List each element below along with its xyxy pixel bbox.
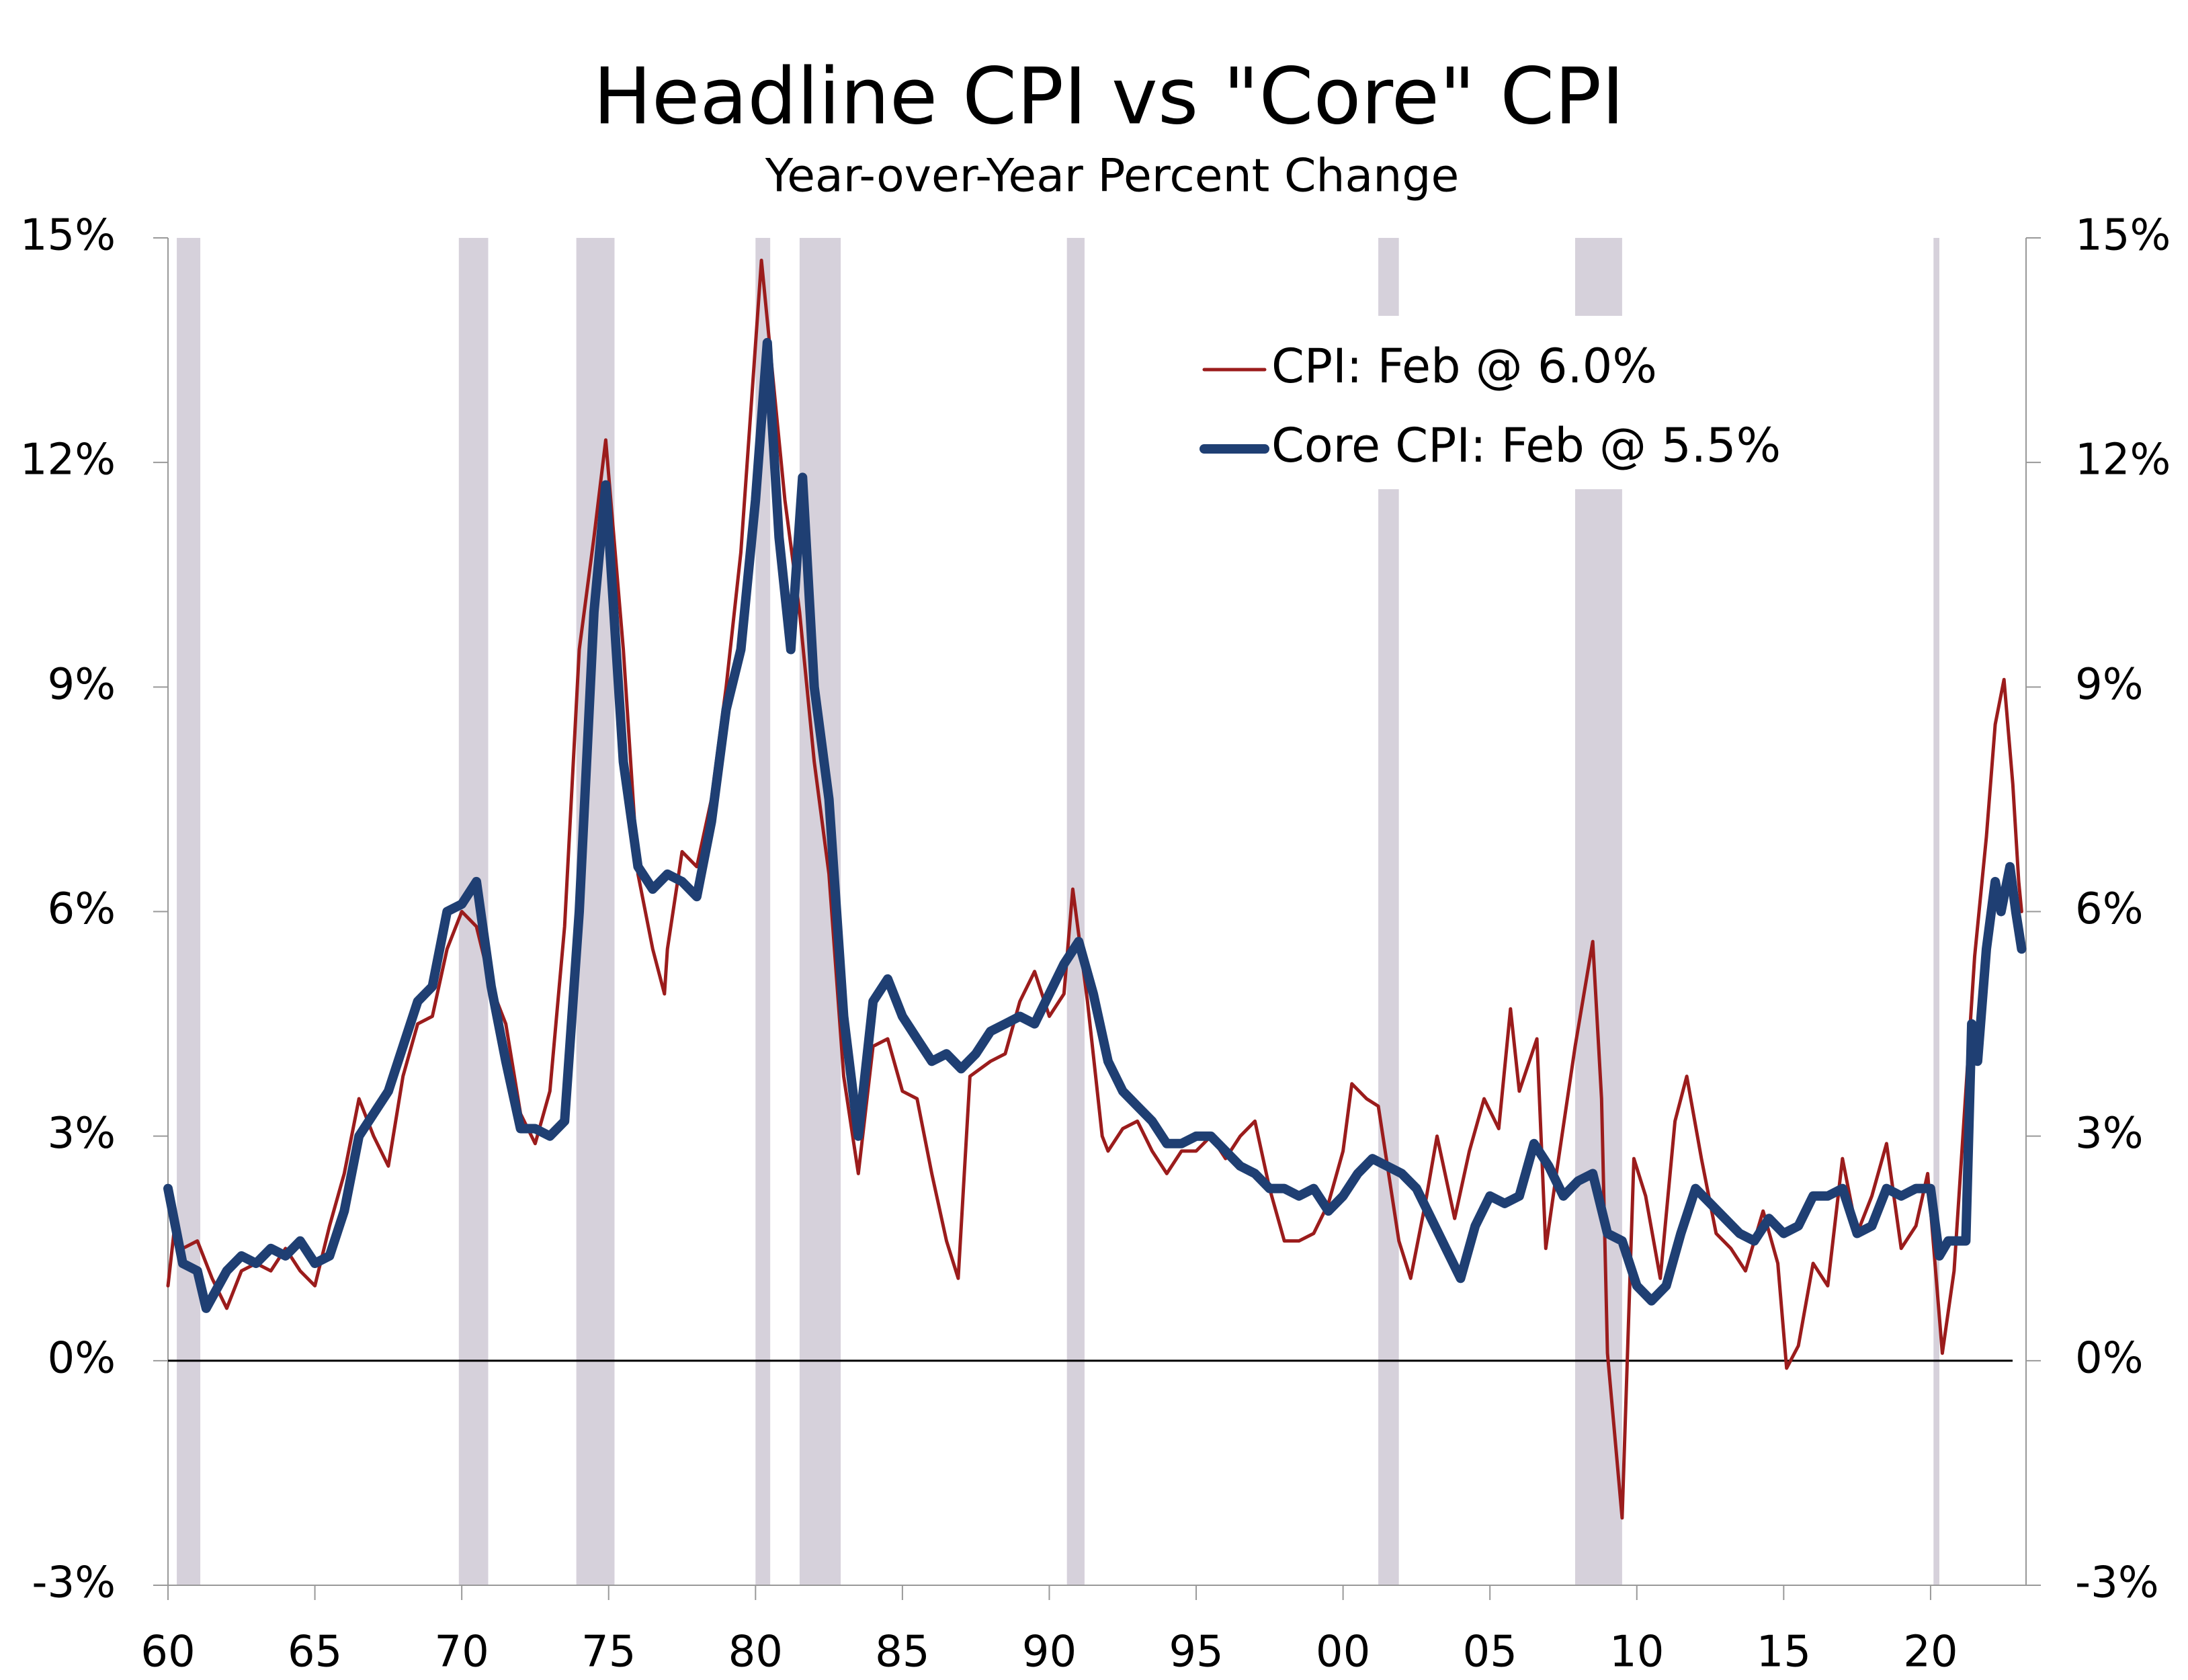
x-tick-label: 85 bbox=[875, 1628, 929, 1677]
x-tick-label: 60 bbox=[140, 1628, 195, 1677]
recession-band bbox=[755, 238, 771, 1585]
legend-label: CPI: Feb @ 6.0% bbox=[1271, 339, 1657, 394]
series-line bbox=[163, 337, 2027, 1313]
x-tick-label: 65 bbox=[288, 1628, 342, 1677]
chart-subtitle: Year-over-Year Percent Change bbox=[765, 150, 1460, 203]
y-tick-label: 15% bbox=[20, 211, 116, 261]
y2-tick-label: 3% bbox=[2075, 1109, 2144, 1159]
legend-background bbox=[1189, 316, 1888, 489]
x-tick-label: 20 bbox=[1903, 1628, 1958, 1677]
y-tick-label: 0% bbox=[47, 1333, 116, 1383]
legend-label: Core CPI: Feb @ 5.5% bbox=[1271, 418, 1781, 473]
y2-tick-label: 9% bbox=[2075, 660, 2144, 710]
recession-band bbox=[1933, 238, 1940, 1585]
recession-band bbox=[177, 238, 201, 1585]
series-layer bbox=[163, 258, 2027, 1520]
y-tick-label: 3% bbox=[47, 1109, 116, 1159]
y2-tick-label: 15% bbox=[2075, 211, 2171, 261]
x-tick-label: 05 bbox=[1462, 1628, 1517, 1677]
chart-title: Headline CPI vs "Core" CPI bbox=[593, 52, 1625, 142]
y2-tick-label: 0% bbox=[2075, 1333, 2144, 1383]
y2-tick-label: 12% bbox=[2075, 435, 2171, 485]
x-tick-label: 10 bbox=[1609, 1628, 1664, 1677]
x-tick-label: 95 bbox=[1169, 1628, 1223, 1677]
axes-layer: -3% 0% 3% 6% 9% 12% 15% -3% 0% 3% 6% 9% 12% 15% 60 65 70… bbox=[20, 211, 2171, 1677]
x-tick-label: 80 bbox=[728, 1628, 783, 1677]
y-tick-label: 6% bbox=[47, 884, 116, 934]
x-tick-label: 90 bbox=[1022, 1628, 1077, 1677]
y2-tick-label: -3% bbox=[2075, 1558, 2159, 1608]
y-tick-label: -3% bbox=[32, 1558, 116, 1608]
legend: CPI: Feb @ 6.0% Core CPI: Feb @ 5.5% bbox=[1200, 339, 1781, 473]
x-tick-label: 15 bbox=[1757, 1628, 1811, 1677]
x-tick-label: 75 bbox=[581, 1628, 636, 1677]
y-tick-label: 9% bbox=[47, 660, 116, 710]
x-tick-label: 70 bbox=[434, 1628, 489, 1677]
y2-tick-label: 6% bbox=[2075, 884, 2144, 934]
y-tick-label: 12% bbox=[20, 435, 116, 485]
x-tick-label: 00 bbox=[1316, 1628, 1370, 1677]
